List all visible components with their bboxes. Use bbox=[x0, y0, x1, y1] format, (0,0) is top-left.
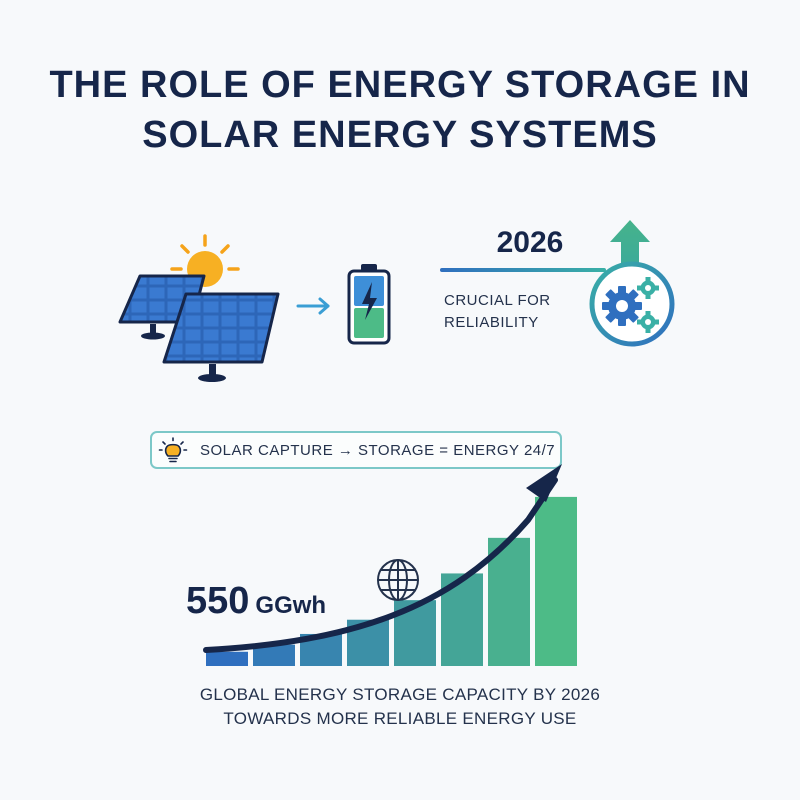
arrow-right-icon bbox=[296, 297, 330, 315]
growth-bar bbox=[206, 651, 248, 666]
capacity-stat: 550 GGwh bbox=[186, 580, 326, 623]
equation-text: SOLAR CAPTURE → STORAGE = ENERGY 24/7 bbox=[200, 442, 556, 459]
solar-panel-icon bbox=[118, 274, 280, 382]
globe-icon bbox=[377, 559, 419, 601]
growth-bar bbox=[253, 644, 295, 666]
growth-chart bbox=[203, 464, 577, 666]
equation-banner: SOLAR CAPTURE → STORAGE = ENERGY 24/7 bbox=[150, 431, 562, 469]
capacity-value: 550 bbox=[186, 580, 250, 622]
gears-icon bbox=[589, 261, 675, 347]
timeline-line bbox=[440, 268, 606, 272]
title-line-2: SOLAR ENERGY SYSTEMS bbox=[142, 114, 658, 156]
capacity-unit: GGwh bbox=[255, 592, 327, 619]
caption: GLOBAL ENERGY STORAGE CAPACITY BY 2026 T… bbox=[0, 683, 800, 731]
lightbulb-icon bbox=[158, 437, 188, 463]
page-title: THE ROLE OF ENERGY STORAGE IN SOLAR ENER… bbox=[0, 60, 800, 160]
caption-line-1: GLOBAL ENERGY STORAGE CAPACITY BY 2026 bbox=[199, 685, 601, 704]
trend-arrow-icon bbox=[203, 477, 558, 653]
timeline-label-line-2: RELIABILITY bbox=[444, 314, 539, 331]
growth-bar bbox=[535, 496, 577, 666]
title-line-1: THE ROLE OF ENERGY STORAGE IN bbox=[49, 64, 751, 106]
caption-line-2: TOWARDS MORE RELIABLE ENERGY USE bbox=[223, 709, 577, 728]
battery-charging-icon bbox=[347, 264, 391, 345]
timeline-year: 2026 bbox=[496, 226, 564, 259]
timeline-label: CRUCIAL FOR RELIABILITY bbox=[444, 290, 574, 334]
arrow-up-icon bbox=[610, 220, 650, 276]
growth-bar bbox=[488, 537, 530, 666]
timeline-label-line-1: CRUCIAL FOR bbox=[444, 292, 551, 309]
